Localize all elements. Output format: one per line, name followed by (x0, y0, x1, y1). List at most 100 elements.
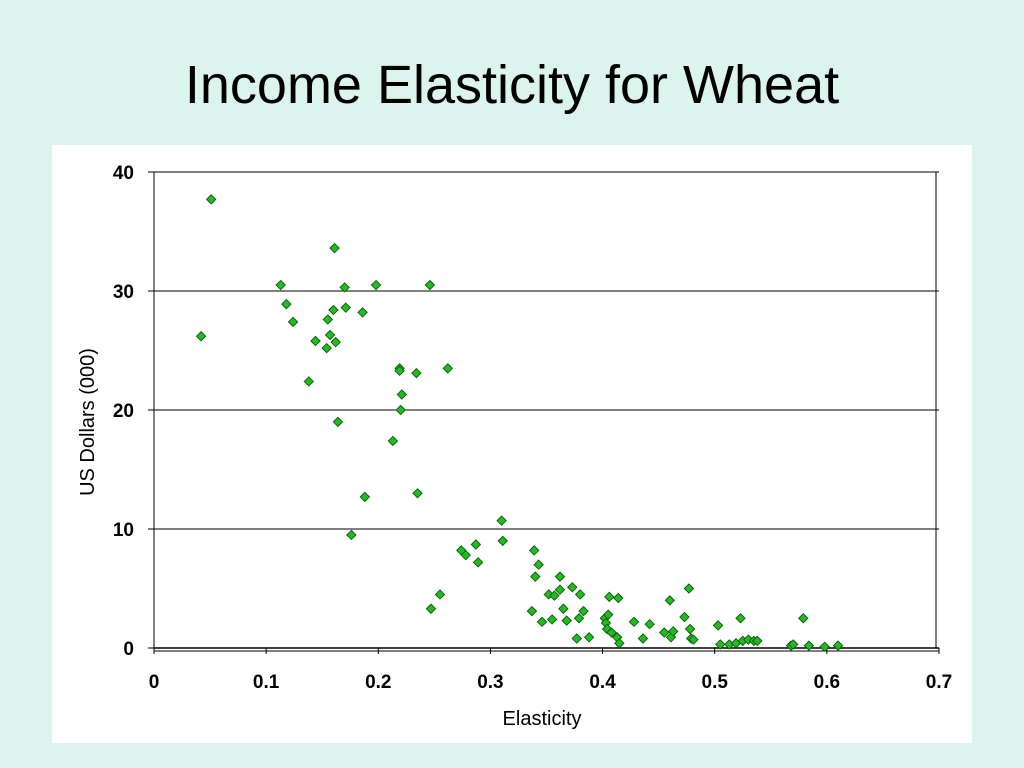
data-point (281, 298, 292, 310)
data-point (496, 515, 507, 526)
data-point (425, 603, 437, 614)
data-point (460, 549, 471, 561)
data-point (683, 583, 695, 594)
data-point (613, 592, 624, 604)
x-tick-label: 0.7 (926, 672, 952, 693)
data-point (664, 595, 676, 606)
data-point (561, 615, 572, 626)
data-point (424, 279, 436, 291)
data-point (195, 330, 207, 342)
data-point (340, 302, 352, 313)
y-tick-label: 0 (123, 639, 134, 660)
data-point (442, 363, 454, 374)
data-points (195, 194, 844, 653)
data-point (394, 365, 405, 376)
data-point (359, 491, 371, 503)
data-point (329, 242, 340, 254)
x-tick-label: 0.1 (253, 672, 280, 693)
data-point (330, 336, 341, 348)
data-point (332, 416, 344, 428)
data-point (637, 633, 649, 644)
data-point (543, 589, 554, 600)
data-point (659, 627, 670, 638)
x-tick-label: 0.5 (702, 672, 729, 693)
data-point (606, 627, 617, 638)
data-point (558, 603, 569, 614)
data-point (574, 589, 586, 600)
slide-title: Income Elasticity for Wheat (184, 55, 840, 115)
data-point (567, 582, 578, 593)
data-point (667, 626, 679, 637)
y-tick-label: 40 (113, 163, 134, 184)
data-point (395, 404, 406, 416)
y-tick-labels: 0 10 20 30 40 (113, 163, 134, 660)
data-point (310, 335, 321, 347)
data-point (715, 639, 726, 650)
y-tick-label: 10 (113, 520, 134, 541)
data-point (832, 640, 844, 651)
x-axis-label: Elasticity (503, 708, 582, 730)
y-tick-label: 20 (113, 401, 134, 422)
data-point (665, 632, 677, 643)
chart-panel: 0 10 20 30 40 0 0.1 0.2 0.3 0.4 0.5 0.6 0.7 Elastic… (52, 145, 972, 743)
data-point (688, 634, 699, 645)
data-point (357, 307, 368, 318)
data-point (602, 609, 614, 620)
data-point (205, 194, 217, 205)
data-point (412, 488, 423, 499)
x-tick-labels: 0 0.1 0.2 0.3 0.4 0.5 0.6 0.7 (149, 672, 953, 693)
data-point (339, 282, 350, 293)
data-point (712, 620, 724, 631)
data-point (497, 535, 509, 547)
gridlines (148, 171, 939, 649)
data-point (752, 635, 763, 647)
data-point (324, 329, 336, 341)
data-point (819, 641, 830, 653)
x-tick-label: 0.4 (589, 672, 616, 693)
scatter-chart: 0 10 20 30 40 0 0.1 0.2 0.3 0.4 0.5 0.6 0.7 Elastic… (77, 163, 953, 730)
data-point (549, 590, 560, 601)
data-point (321, 342, 332, 354)
y-axis-label: US Dollars (000) (77, 348, 99, 496)
data-point (536, 616, 548, 628)
data-point (530, 571, 541, 582)
x-tick-label: 0.2 (365, 672, 391, 693)
x-tick-label: 0.3 (477, 672, 503, 693)
data-point (583, 632, 595, 643)
data-point (396, 389, 408, 400)
y-tick-label: 30 (113, 282, 134, 303)
data-point (303, 376, 314, 387)
data-point (434, 589, 446, 600)
data-point (328, 304, 339, 316)
data-point (787, 639, 799, 650)
data-point (533, 559, 544, 570)
x-tick-label: 0 (149, 672, 160, 693)
data-point (628, 616, 640, 628)
data-point (798, 613, 809, 624)
data-point (684, 623, 696, 635)
data-point (614, 638, 625, 649)
data-point (470, 539, 482, 550)
data-point (571, 633, 583, 644)
data-point (604, 591, 615, 603)
data-point (322, 314, 334, 325)
data-point (554, 571, 566, 582)
data-point (411, 367, 422, 379)
data-point (735, 613, 746, 624)
data-point (803, 640, 815, 651)
data-point (546, 614, 558, 625)
data-point (644, 618, 655, 630)
x-tick-label: 0.6 (814, 672, 840, 693)
data-point (370, 279, 382, 291)
data-point (578, 605, 589, 617)
data-point (387, 435, 399, 447)
data-point (679, 611, 690, 623)
data-point (526, 605, 538, 617)
axes (153, 647, 940, 654)
data-point (275, 279, 286, 291)
data-point (554, 584, 566, 595)
data-point (287, 316, 299, 328)
data-point (346, 529, 357, 541)
data-point (472, 557, 484, 568)
data-point (573, 613, 585, 624)
